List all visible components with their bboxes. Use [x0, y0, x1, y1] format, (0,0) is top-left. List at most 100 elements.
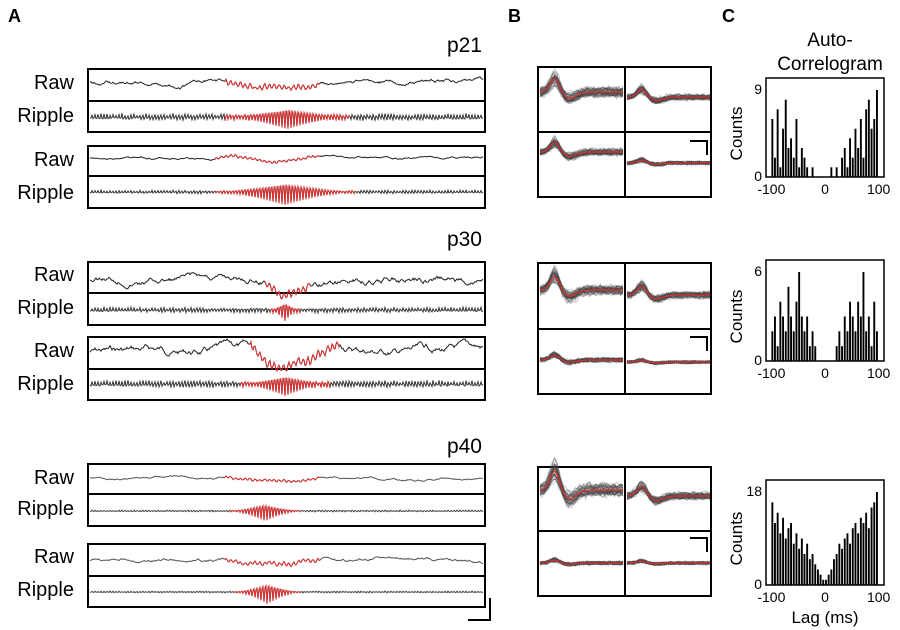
- histogram-bar: [846, 167, 849, 177]
- waveform-trace: [626, 487, 711, 506]
- plot-frame: [765, 77, 885, 178]
- waveform-trace: [539, 143, 624, 160]
- histogram-bar: [867, 99, 870, 177]
- histogram-bar: [803, 554, 806, 585]
- waveform-trace: [626, 88, 711, 101]
- ripple-label: Ripple: [17, 297, 74, 319]
- ripple-trace: [89, 109, 484, 129]
- histogram-bar: [792, 543, 795, 585]
- waveform-trace: [539, 278, 624, 301]
- ripple-trace: [89, 184, 484, 206]
- waveform-trace: [539, 71, 623, 99]
- ripple-event-trace: [229, 503, 301, 521]
- waveform-trace: [626, 480, 711, 502]
- y-tick-label: 0: [754, 352, 762, 368]
- panel-letter-c: C: [722, 6, 735, 26]
- mean-waveform: [539, 276, 623, 297]
- waveform-trace: [626, 85, 711, 101]
- histogram-bar: [774, 523, 776, 585]
- waveform-trace: [539, 556, 624, 567]
- waveform-trace: [539, 463, 624, 509]
- waveform-trace: [626, 357, 711, 366]
- waveform-cluster: [539, 556, 624, 568]
- histogram-bar: [876, 90, 878, 177]
- waveform-trace: [539, 140, 624, 160]
- waveform-trace: [626, 159, 711, 167]
- waveform-trace: [626, 560, 711, 566]
- waveform-trace: [626, 485, 711, 504]
- waveform-trace: [539, 466, 624, 497]
- histogram-bar: [819, 574, 822, 585]
- waveform-trace: [539, 355, 624, 365]
- histogram-bar: [790, 316, 792, 361]
- histogram-bar: [800, 316, 803, 361]
- waveform-trace: [626, 288, 711, 303]
- scale-bar-b2: [690, 336, 708, 351]
- histogram-bar: [859, 517, 862, 585]
- waveform-trace: [539, 145, 624, 157]
- waveform-trace: [539, 80, 624, 104]
- mean-waveform: [626, 285, 710, 300]
- histogram-bar: [795, 533, 798, 585]
- histogram-bar: [784, 331, 787, 361]
- histogram-bar: [865, 109, 868, 177]
- waveform-trace: [539, 84, 624, 102]
- waveform-trace: [539, 141, 624, 161]
- age-label-p21: p21: [447, 34, 482, 57]
- histogram-bar: [876, 331, 878, 361]
- waveform-trace: [539, 352, 624, 363]
- mean-waveform: [627, 359, 710, 364]
- waveform-trace: [539, 278, 624, 295]
- waveform-trace: [539, 141, 624, 157]
- waveform-trace: [626, 289, 711, 300]
- x-tick-label: 0: [821, 589, 829, 605]
- waveform-trace: [539, 76, 624, 97]
- histogram-bar: [841, 548, 843, 585]
- histogram-bar: [838, 543, 841, 585]
- waveform-trace: [539, 272, 624, 297]
- histogram-bar: [841, 346, 843, 361]
- panel-b-waveforms: [537, 66, 712, 597]
- waveform-cluster: [626, 558, 711, 567]
- y-tick-label: 18: [746, 483, 762, 499]
- waveform-trace: [626, 487, 711, 499]
- waveform-trace: [540, 271, 624, 295]
- waveform-trace: [539, 466, 624, 496]
- histogram-bar: [870, 128, 873, 177]
- waveform-trace: [626, 283, 711, 300]
- waveform-trace: [539, 85, 624, 102]
- histogram-bar: [865, 331, 868, 361]
- ripple-label: Ripple: [17, 498, 74, 520]
- waveform-trace: [539, 140, 624, 158]
- waveform-trace: [626, 358, 711, 364]
- waveform-trace: [539, 356, 624, 365]
- waveform-trace: [539, 355, 624, 366]
- waveform-trace: [539, 472, 624, 505]
- histogram-bar: [851, 316, 854, 361]
- waveform-trace: [539, 473, 624, 509]
- histogram-bar: [843, 148, 846, 177]
- waveform-cluster: [626, 279, 711, 304]
- waveform-trace: [539, 269, 624, 302]
- waveform-trace: [539, 85, 624, 100]
- histogram-bar: [862, 523, 865, 585]
- waveform-trace: [626, 559, 711, 566]
- histogram-bar: [851, 528, 854, 585]
- waveform-trace: [539, 351, 624, 364]
- waveform-trace: [626, 85, 711, 101]
- histogram-bar: [798, 548, 801, 585]
- histogram-bar: [873, 119, 876, 177]
- waveform-trace: [626, 285, 711, 299]
- waveform-trace: [539, 281, 624, 300]
- panel-letter-a: A: [8, 6, 21, 26]
- waveform-trace: [539, 352, 624, 364]
- waveform-trace: [539, 277, 624, 293]
- waveform-cluster: [539, 264, 624, 305]
- panel-a-traces: Raw Ripple Raw Ripple Raw Ripple Raw Rip…: [17, 68, 491, 621]
- histogram-bar: [846, 533, 849, 585]
- histogram-bar: [814, 564, 817, 585]
- waveform-trace: [539, 76, 624, 102]
- histogram-bar: [792, 331, 795, 361]
- histogram-bar: [873, 301, 876, 361]
- waveform-trace: [539, 463, 624, 498]
